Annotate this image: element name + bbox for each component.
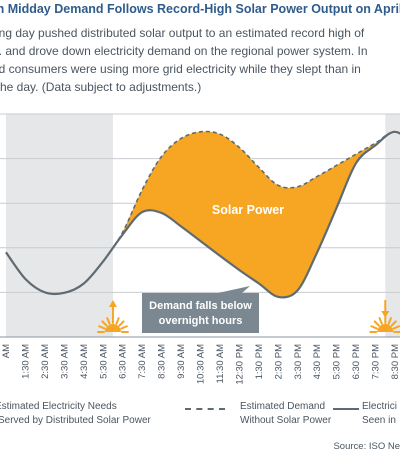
x-tick-label: 6:30 AM: [118, 344, 129, 379]
x-tick-label: 3:30 PM: [293, 344, 304, 379]
grid-lines: [0, 113, 400, 293]
x-tick-label: 12:30 PM: [234, 344, 245, 385]
x-tick-label: 9:30 AM: [176, 344, 187, 379]
demand-chart: Solar Power Demand falls below overnight …: [0, 113, 400, 385]
x-tick-label: 1:30 PM: [254, 344, 265, 379]
x-tick-label: 4:30 PM: [312, 344, 323, 379]
legend-estimated: Estimated Demand Without Solar Power: [240, 400, 331, 428]
legend-swatch-actual: [333, 408, 359, 410]
callout-box: [142, 293, 259, 333]
callout-text: Demand falls below overnight hours: [149, 300, 252, 327]
shaded-region: [6, 114, 113, 337]
chart-intro: ring day pushed distributed solar output…: [0, 24, 400, 96]
legend-actual-line1: Electrici: [362, 401, 398, 412]
legend-solar: Estimated Electricity Needs Served by Di…: [0, 400, 151, 428]
legend-actual-line2: Seen in: [362, 415, 396, 426]
x-tick-label: 7:30 PM: [371, 344, 382, 379]
legend-estimated-line2: Without Solar Power: [240, 415, 332, 426]
x-tick-label: 4:30 AM: [79, 344, 90, 379]
solar-power-label: Solar Power: [212, 203, 284, 217]
x-tick-labels: AM 1:30 AM 2:30 AM 3:30 AM 4:30 AM 5:30 AM 6:3…: [1, 344, 400, 385]
x-tick-label: 1:30 AM: [20, 344, 31, 379]
x-tick-label: 11:30 AM: [215, 344, 226, 384]
source-note: Source: ISO Ne: [333, 441, 400, 452]
solar-power-area: [122, 131, 376, 298]
sunset-icon: [369, 300, 400, 333]
x-tick-label: 2:30 PM: [273, 344, 284, 379]
legend-estimated-line1: Estimated Demand: [240, 401, 326, 412]
intro-line: n. and drove down electricity demand on …: [0, 44, 368, 58]
sunrise-icon: [96, 300, 129, 333]
legend-swatch-estimated: [185, 408, 225, 410]
actual-demand-line: [5, 130, 400, 299]
shaded-region: [385, 114, 400, 337]
x-tick-label: 6:30 PM: [351, 344, 362, 379]
legend-solar-line2: Served by Distributed Solar Power: [0, 415, 151, 426]
intro-line: nd consumers were using more grid electr…: [0, 62, 361, 76]
intro-line: he day. (Data subject to adjustments.): [0, 80, 202, 94]
x-tick-label: 2:30 AM: [40, 344, 51, 379]
night-shading: [6, 114, 400, 337]
sun-icons: [96, 300, 400, 333]
x-tick-label: 8:30 AM: [157, 344, 168, 379]
x-tick-label: 5:30 AM: [98, 344, 109, 379]
callout: Demand falls below overnight hours: [142, 286, 259, 333]
x-tick-label: 10:30 AM: [196, 344, 207, 384]
callout-pointer: [218, 286, 250, 293]
x-tick-label: 7:30 AM: [137, 344, 148, 379]
x-tick-label: 5:30 PM: [332, 344, 343, 379]
chart-headline: p in Midday Demand Follows Record-High S…: [0, 2, 400, 16]
x-tick-label: AM: [1, 344, 12, 358]
legend-actual: Electrici Seen in: [362, 400, 397, 428]
x-tick-label: 3:30 AM: [59, 344, 70, 379]
intro-line: ring day pushed distributed solar output…: [0, 26, 365, 40]
x-tick-label: 8:30 PM: [390, 344, 400, 379]
legend-solar-line1: Estimated Electricity Needs: [0, 401, 117, 412]
